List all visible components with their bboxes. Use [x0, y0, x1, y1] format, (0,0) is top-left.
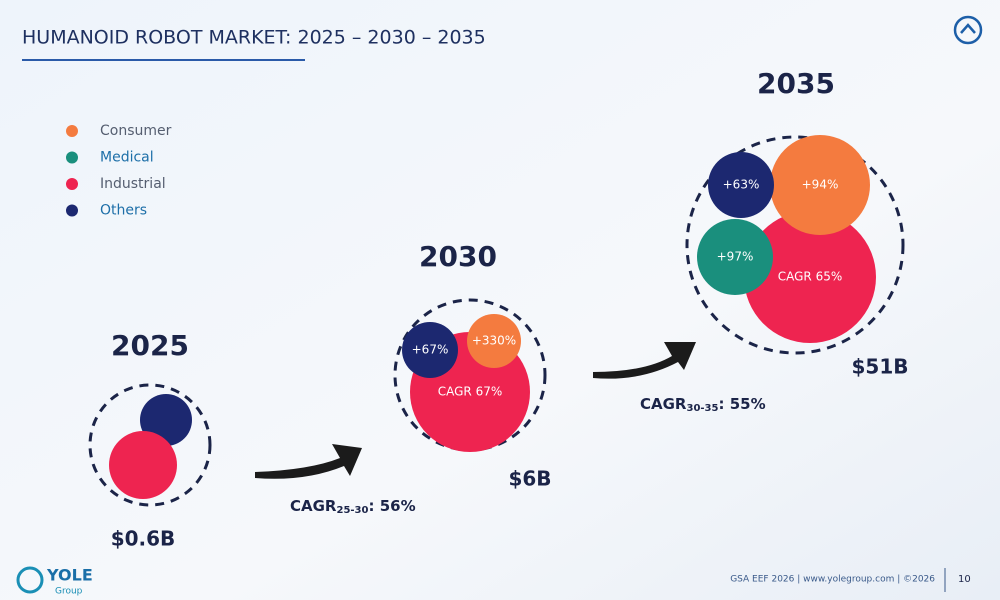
legend-label: Consumer [100, 123, 172, 139]
cagr-label: CAGR30-35: 55% [640, 395, 766, 415]
year-label: 2025 [111, 329, 189, 362]
segment-bubble [402, 322, 458, 378]
bubble-label: +63% [723, 178, 760, 192]
footer-source: GSA EEF 2026 | www.yolegroup.com | ©2026 [730, 575, 935, 585]
legend-dot [66, 125, 78, 137]
market-ring [685, 135, 905, 355]
segment-bubble [744, 211, 876, 343]
cagr-period: 25-30 [336, 505, 368, 516]
legend-dot [66, 204, 78, 217]
cagr-value: : 56% [368, 497, 415, 515]
bubble-label: CAGR 67% [438, 385, 503, 399]
slide-title: HUMANOID ROBOT MARKET: 2025 – 2030 – 203… [22, 27, 486, 49]
legend-label: Industrial [100, 176, 166, 192]
segment-bubble [708, 152, 774, 218]
bubble-label: +94% [802, 178, 839, 192]
arrow [593, 342, 696, 379]
logo-sub: Group [55, 587, 83, 597]
cagr-text: CAGR [640, 395, 687, 413]
year-label: 2035 [757, 67, 835, 100]
legend-dot [66, 151, 78, 164]
segment-bubble [770, 135, 870, 235]
bubble-label: +67% [412, 343, 449, 357]
bubble-label: +330% [472, 334, 516, 348]
bubble-label: +97% [717, 250, 754, 264]
legend-label: Others [100, 203, 147, 219]
market-total: $6B [508, 467, 551, 491]
year-label: 2030 [419, 240, 497, 273]
legend-label: Medical [100, 150, 154, 166]
legend-dot [66, 178, 78, 190]
segment-bubble [697, 219, 773, 295]
market-total: $51B [852, 355, 909, 379]
bubble-label: CAGR 65% [778, 270, 843, 284]
segment-bubble [467, 314, 521, 368]
cagr-text: CAGR [290, 497, 337, 515]
logo-text: YOLE [46, 566, 93, 585]
market-total: $0.6B [111, 527, 176, 551]
cagr-period: 30-35 [686, 403, 718, 414]
cagr-label: CAGR25-30: 56% [290, 497, 416, 517]
segment-bubble [109, 431, 177, 499]
cagr-value: : 55% [718, 395, 765, 413]
logo-mark [16, 566, 44, 594]
nav-button[interactable] [953, 15, 983, 45]
page-number: 10 [958, 574, 971, 585]
market-ring [88, 383, 212, 507]
arrow [255, 444, 362, 479]
